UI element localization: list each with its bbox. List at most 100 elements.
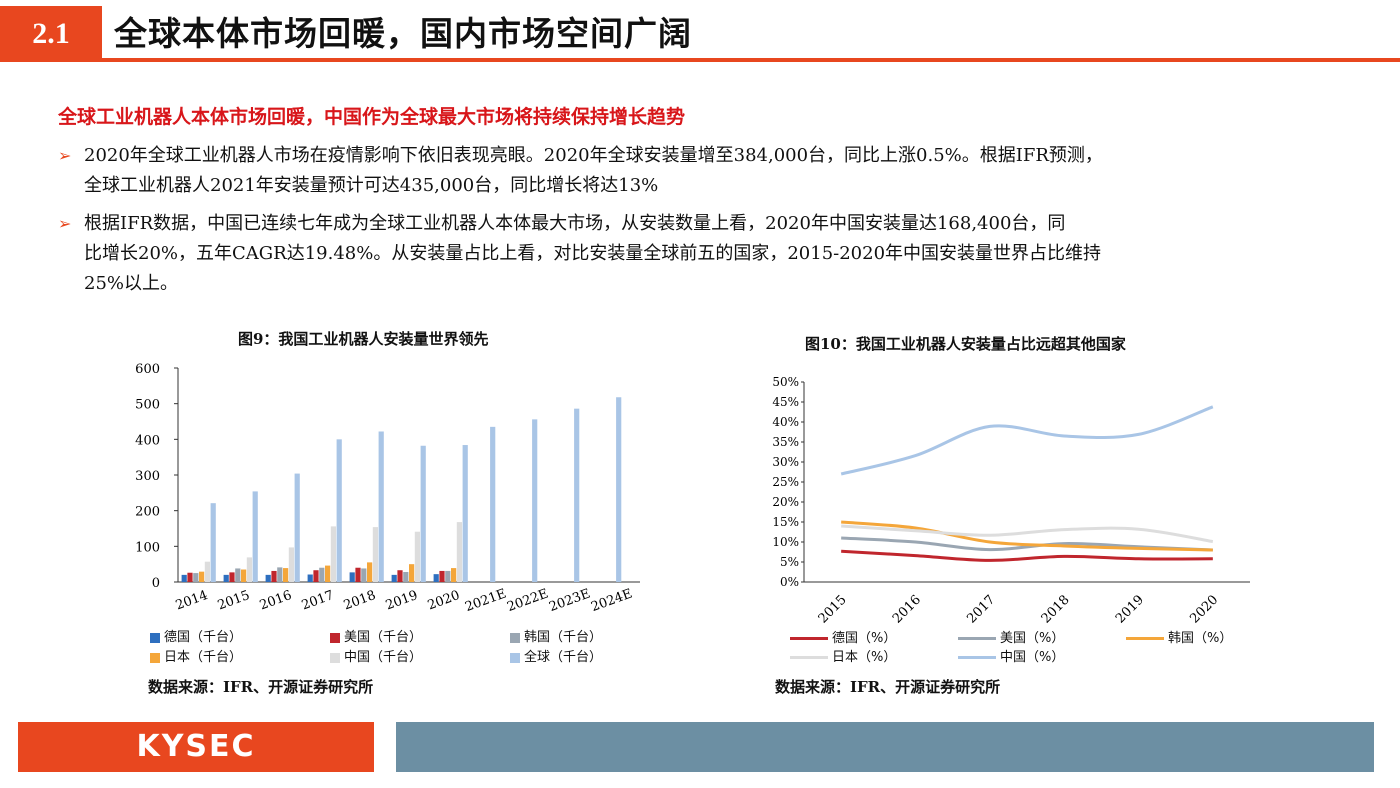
- x-tick-label: 2020: [1187, 593, 1221, 627]
- x-tick-label: 2024E: [589, 586, 634, 615]
- y-tick-label: 50%: [772, 375, 799, 389]
- bar: [277, 567, 283, 582]
- y-tick-label: 600: [135, 362, 160, 377]
- bar: [456, 522, 462, 582]
- legend-item: 美国（千台）: [330, 626, 422, 645]
- bar: [187, 572, 193, 582]
- y-tick-label: 300: [135, 469, 160, 484]
- x-tick-label: 2022E: [505, 586, 550, 615]
- legend-label: 韩国（%）: [1168, 631, 1233, 646]
- legend-swatch: [330, 652, 340, 663]
- footer-logo-band: [18, 722, 374, 772]
- y-tick-label: 40%: [772, 415, 799, 429]
- legend-item: 韩国（%）: [1126, 627, 1232, 646]
- bar: [288, 547, 294, 582]
- bar: [252, 491, 258, 582]
- bar: [349, 572, 355, 582]
- slide-title: 全球本体市场回暖，国内市场空间广阔: [114, 14, 692, 53]
- bar: [490, 426, 496, 582]
- legend-swatch: [958, 656, 996, 659]
- bar: [204, 561, 210, 582]
- figure9-legend: 德国（千台） 美国（千台） 韩国（千台） 日本（千台） 中国（千台） 全球（千台）: [150, 626, 630, 666]
- bar: [414, 531, 420, 582]
- legend-item: 中国（千台）: [330, 646, 422, 665]
- bar: [462, 445, 468, 582]
- bar: [193, 573, 199, 582]
- bar: [367, 562, 373, 582]
- bullet-line: 比增长20%，五年CAGR达19.48%。从安装量占比上看，对比安装量全球前五的…: [84, 243, 1102, 264]
- y-tick-label: 30%: [772, 455, 799, 469]
- legend-swatch: [330, 632, 340, 643]
- bar: [420, 445, 426, 582]
- bar: [532, 419, 538, 582]
- x-tick-label: 2019: [384, 588, 420, 613]
- figure10-source: 数据来源：IFR、开源证券研究所: [775, 678, 1001, 696]
- bar: [336, 439, 342, 582]
- bullet-1: ➢ 2020年全球工业机器人市场在疫情影响下依旧表现亮眼。2020年全球安装量增…: [58, 141, 1348, 201]
- x-tick-label: 2021E: [463, 586, 508, 615]
- x-tick-label: 2020: [426, 588, 462, 613]
- bullet-line: 2020年全球工业机器人市场在疫情影响下依旧表现亮眼。2020年全球安装量增至3…: [84, 145, 1103, 166]
- bar: [409, 564, 415, 582]
- y-tick-label: 5%: [780, 555, 799, 569]
- figure9-title: 图9：我国工业机器人安装量世界领先: [238, 330, 489, 348]
- legend-item: 日本（千台）: [150, 646, 242, 665]
- kysec-logo: KYSEC: [136, 729, 256, 764]
- bar: [319, 567, 325, 582]
- legend-label: 全球（千台）: [524, 650, 603, 665]
- section-number: 2.1: [0, 6, 102, 62]
- bar: [229, 572, 235, 582]
- series-line: [841, 549, 1213, 562]
- legend-label: 美国（%）: [1000, 631, 1065, 646]
- x-tick-label: 2018: [1039, 593, 1073, 627]
- legend-item: 中国（%）: [958, 646, 1064, 665]
- bar: [210, 503, 216, 582]
- header-divider: [102, 58, 1400, 62]
- x-tick-label: 2018: [342, 588, 378, 613]
- y-tick-label: 25%: [772, 475, 799, 489]
- legend-swatch: [790, 637, 828, 640]
- footer-band: [396, 722, 1374, 772]
- bar: [283, 568, 289, 582]
- figure10-line-chart: 0% 5% 10% 15% 20% 25% 30% 35% 40% 45% 50% 2015 2016 2…: [772, 375, 1250, 627]
- bar: [325, 565, 331, 582]
- figure9-source: 数据来源：IFR、开源证券研究所: [148, 678, 374, 696]
- series-line: [841, 524, 1214, 544]
- bar: [235, 568, 241, 582]
- y-tick-label: 500: [135, 398, 160, 413]
- x-tick-label: 2014: [174, 588, 210, 613]
- legend-item: 德国（%）: [790, 627, 896, 646]
- y-tick-label: 35%: [772, 435, 799, 449]
- bar: [391, 574, 397, 582]
- bullet-arrow-icon: ➢: [58, 214, 72, 233]
- bar: [199, 571, 205, 582]
- bar: [439, 570, 445, 582]
- legend-swatch: [1126, 637, 1164, 640]
- x-tick-label: 2017: [300, 588, 336, 613]
- bar: [616, 397, 622, 582]
- legend-label: 日本（%）: [832, 650, 897, 665]
- bar: [574, 408, 580, 582]
- y-tick-label: 20%: [772, 495, 799, 509]
- bar: [265, 574, 271, 582]
- bullet-line: 全球工业机器人2021年安装量预计可达435,000台，同比增长将达13%: [84, 175, 659, 196]
- bar: [307, 574, 313, 582]
- legend-swatch: [150, 652, 160, 663]
- bar: [403, 572, 409, 582]
- bar: [241, 569, 247, 582]
- figure10-title: 图10：我国工业机器人安装量占比远超其他国家: [805, 335, 1126, 353]
- x-tick-label: 2015: [816, 593, 850, 627]
- x-tick-label: 2015: [216, 588, 252, 613]
- legend-swatch: [958, 637, 996, 640]
- y-tick-label: 10%: [772, 535, 799, 549]
- x-tick-label: 2017: [964, 593, 998, 627]
- y-tick-label: 400: [135, 433, 160, 448]
- series-line: [840, 405, 1214, 476]
- legend-swatch: [510, 652, 520, 663]
- legend-label: 美国（千台）: [344, 630, 423, 645]
- legend-item: 德国（千台）: [150, 626, 242, 645]
- legend-item: 韩国（千台）: [510, 626, 602, 645]
- x-tick-label: 2016: [258, 588, 294, 613]
- legend-swatch: [150, 632, 160, 643]
